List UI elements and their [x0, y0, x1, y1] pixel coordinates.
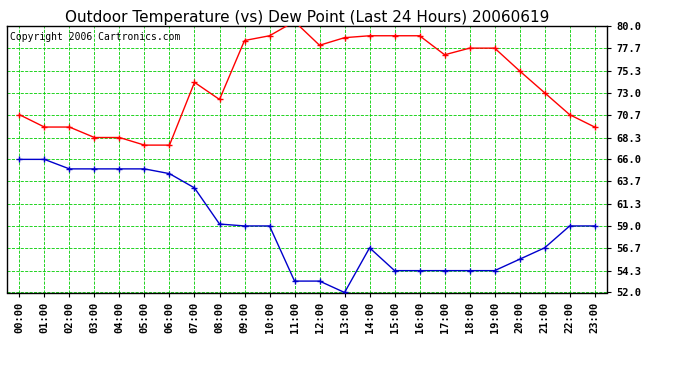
Title: Outdoor Temperature (vs) Dew Point (Last 24 Hours) 20060619: Outdoor Temperature (vs) Dew Point (Last… [65, 10, 549, 25]
Text: Copyright 2006 Cartronics.com: Copyright 2006 Cartronics.com [10, 32, 180, 42]
